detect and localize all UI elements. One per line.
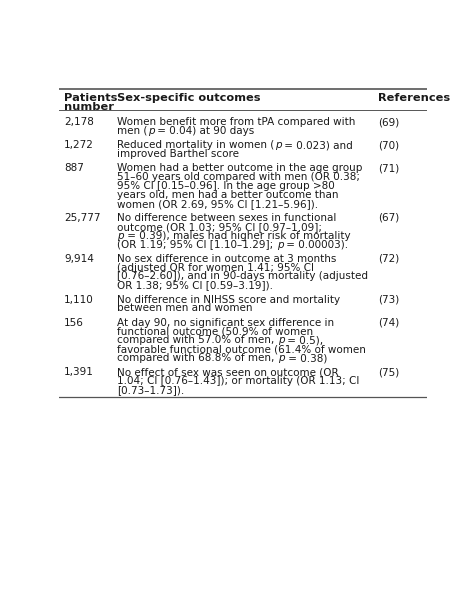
Text: No difference in NIHSS score and mortality: No difference in NIHSS score and mortali… — [117, 295, 340, 304]
Text: 2,178: 2,178 — [64, 117, 94, 127]
Text: (adjusted OR for women 1.41; 95% CI: (adjusted OR for women 1.41; 95% CI — [117, 263, 314, 273]
Text: No difference between sexes in functional: No difference between sexes in functiona… — [117, 213, 337, 223]
Text: years old, men had a better outcome than: years old, men had a better outcome than — [117, 190, 339, 200]
Text: (70): (70) — [378, 140, 399, 150]
Text: functional outcome (50.9% of women: functional outcome (50.9% of women — [117, 327, 313, 337]
Text: (74): (74) — [378, 318, 400, 328]
Text: p: p — [278, 353, 284, 363]
Text: = 0.39), males had higher risk of mortality: = 0.39), males had higher risk of mortal… — [124, 231, 351, 240]
Text: (67): (67) — [378, 213, 400, 223]
Text: 1,272: 1,272 — [64, 140, 94, 150]
Text: (75): (75) — [378, 367, 400, 377]
Text: favorable functional outcome (61.4% of women: favorable functional outcome (61.4% of w… — [117, 344, 366, 354]
Text: [0.76–2.60]), and in 90-days mortality (adjusted: [0.76–2.60]), and in 90-days mortality (… — [117, 271, 368, 282]
Text: Women had a better outcome in the age group: Women had a better outcome in the age gr… — [117, 163, 363, 173]
Text: (69): (69) — [378, 117, 400, 127]
Text: No sex difference in outcome at 3 months: No sex difference in outcome at 3 months — [117, 254, 337, 264]
Text: (71): (71) — [378, 163, 400, 173]
Text: 95% CI [0.15–0.96]. In the age group >80: 95% CI [0.15–0.96]. In the age group >80 — [117, 181, 335, 191]
Text: p: p — [278, 335, 284, 346]
Text: (73): (73) — [378, 295, 400, 304]
Text: (72): (72) — [378, 254, 400, 264]
Text: number: number — [64, 102, 114, 112]
Text: OR 1.38; 95% CI [0.59–3.19]).: OR 1.38; 95% CI [0.59–3.19]). — [117, 280, 273, 290]
Text: Sex-specific outcomes: Sex-specific outcomes — [117, 93, 261, 103]
Text: between men and women: between men and women — [117, 303, 253, 313]
Text: = 0.38): = 0.38) — [284, 353, 327, 363]
Text: Reduced mortality in women (: Reduced mortality in women ( — [117, 140, 274, 150]
Text: (OR 1.19; 95% CI [1.10–1.29];: (OR 1.19; 95% CI [1.10–1.29]; — [117, 240, 277, 249]
Text: improved Barthel score: improved Barthel score — [117, 149, 239, 159]
Text: = 0.5),: = 0.5), — [284, 335, 324, 346]
Text: p: p — [117, 231, 124, 240]
Text: No effect of sex was seen on outcome (OR: No effect of sex was seen on outcome (OR — [117, 367, 339, 377]
Text: men (: men ( — [117, 126, 148, 136]
Text: 1,391: 1,391 — [64, 367, 94, 377]
Text: outcome (OR 1.03; 95% CI [0.97–1.09];: outcome (OR 1.03; 95% CI [0.97–1.09]; — [117, 222, 322, 232]
Text: = 0.04) at 90 days: = 0.04) at 90 days — [155, 126, 255, 136]
Text: p: p — [148, 126, 155, 136]
Text: compared with 68.8% of men,: compared with 68.8% of men, — [117, 353, 278, 363]
Text: p: p — [277, 240, 283, 249]
Text: women (OR 2.69, 95% CI [1.21–5.96]).: women (OR 2.69, 95% CI [1.21–5.96]). — [117, 199, 319, 209]
Text: [0.73–1.73]).: [0.73–1.73]). — [117, 385, 184, 395]
Text: = 0.00003).: = 0.00003). — [283, 240, 348, 249]
Text: 1,110: 1,110 — [64, 295, 94, 304]
Text: 25,777: 25,777 — [64, 213, 100, 223]
Text: 156: 156 — [64, 318, 84, 328]
Text: 51–60 years old compared with men (OR 0.38;: 51–60 years old compared with men (OR 0.… — [117, 172, 360, 182]
Text: 1.04; CI [0.76–1.43]); or mortality (OR 1.13; CI: 1.04; CI [0.76–1.43]); or mortality (OR … — [117, 376, 360, 386]
Text: Patients: Patients — [64, 93, 118, 103]
Text: Women benefit more from tPA compared with: Women benefit more from tPA compared wit… — [117, 117, 356, 127]
Text: p: p — [274, 140, 281, 150]
Text: 9,914: 9,914 — [64, 254, 94, 264]
Text: At day 90, no significant sex difference in: At day 90, no significant sex difference… — [117, 318, 335, 328]
Text: 887: 887 — [64, 163, 84, 173]
Text: compared with 57.0% of men,: compared with 57.0% of men, — [117, 335, 278, 346]
Text: = 0.023) and: = 0.023) and — [281, 140, 353, 150]
Text: References: References — [378, 93, 450, 103]
